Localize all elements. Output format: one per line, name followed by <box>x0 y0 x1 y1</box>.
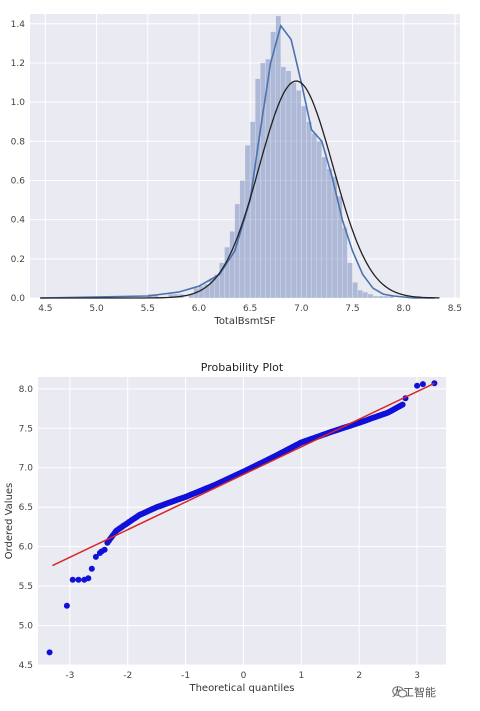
y-tick-label: 1.4 <box>11 20 26 30</box>
watermark: 人工智能 <box>392 682 436 702</box>
histogram-bar <box>383 295 389 299</box>
y-tick-label: 5.0 <box>19 622 34 632</box>
x-tick-label: 8.5 <box>448 304 462 314</box>
x-tick-label: 8.0 <box>397 304 412 314</box>
x-tick-label: 1 <box>298 671 304 681</box>
data-point <box>88 565 95 572</box>
histogram-bar <box>244 145 251 299</box>
y-tick-label: 6.0 <box>19 543 34 553</box>
data-point <box>419 381 426 388</box>
data-point <box>46 649 53 656</box>
data-point <box>75 576 82 583</box>
histogram-bar <box>239 180 246 299</box>
histogram-bar <box>367 293 374 299</box>
histogram-bar <box>224 246 230 299</box>
histogram-bar <box>306 121 312 299</box>
x-tick-label: 0 <box>241 671 247 681</box>
wechat-icon <box>392 686 408 698</box>
x-tick-label: -2 <box>123 671 132 681</box>
histogram-bar <box>255 78 261 299</box>
y-tick-label: 5.5 <box>19 582 33 592</box>
y-tick-label: 7.0 <box>19 464 34 474</box>
x-tick-label: 3 <box>414 671 420 681</box>
y-tick-label: 4.5 <box>19 661 33 671</box>
y-tick-label: 0.6 <box>11 176 26 186</box>
normal-fit-line <box>40 80 440 299</box>
histogram-chart: 4.5 5.0 5.5 6.0 6.5 7.0 7.5 8.0 8.5 0.0 0.2 0.4 0.6 0… <box>11 14 462 327</box>
x-tick-label: 2 <box>356 671 362 681</box>
x-tick-label: 5.0 <box>89 304 104 314</box>
y-tick-label: 1.0 <box>11 98 26 108</box>
data-point <box>63 602 70 609</box>
histogram-bar <box>296 90 302 299</box>
histogram-bar <box>270 31 276 299</box>
histogram-bar <box>377 295 384 299</box>
histogram-bar <box>249 121 256 299</box>
x-tick-label: 6.0 <box>192 304 207 314</box>
data-point <box>399 401 406 408</box>
chart-title: Probability Plot <box>201 361 284 374</box>
x-tick-label: 5.5 <box>141 304 155 314</box>
y-tick-label: 7.5 <box>19 424 33 434</box>
histogram-bar <box>280 66 287 299</box>
y-tick-label: 0.2 <box>11 255 25 265</box>
histogram-bar <box>301 105 307 299</box>
histogram-bar <box>326 168 333 299</box>
data-point <box>101 546 108 553</box>
x-tick-label: 4.5 <box>38 304 52 314</box>
data-point <box>92 553 99 560</box>
y-tick-label: 1.2 <box>11 59 25 69</box>
data-point <box>85 575 92 582</box>
y-tick-label: 0.4 <box>11 216 26 226</box>
histogram-bar <box>362 291 369 299</box>
probability-plot-chart: -3 -2 -1 0 1 2 3 4.5 5.0 5.5 6.0 6.5 7.0 7.5 8.0 Probab… <box>4 361 446 694</box>
x-axis-label: Theoretical quantiles <box>188 683 294 694</box>
histogram-bar <box>311 133 317 299</box>
histogram-bar <box>342 227 348 299</box>
data-point <box>414 382 421 389</box>
plot-area <box>38 377 446 665</box>
x-tick-label: -3 <box>65 671 74 681</box>
histogram-bar <box>316 141 322 299</box>
histogram-bar <box>198 286 205 299</box>
histogram-bar <box>357 290 363 299</box>
x-tick-label: 7.0 <box>294 304 309 314</box>
histogram-bar <box>321 156 328 299</box>
histogram-bar <box>275 15 281 299</box>
histogram-bar <box>229 231 235 299</box>
y-tick-label: 8.0 <box>19 385 34 395</box>
histogram-bar <box>347 262 353 299</box>
y-tick-label: 6.5 <box>19 503 33 513</box>
x-tick-label: 6.5 <box>243 304 257 314</box>
data-point <box>69 576 76 583</box>
histogram-bar <box>352 282 358 299</box>
x-tick-label: -1 <box>181 671 190 681</box>
y-tick-label: 0.8 <box>11 137 26 147</box>
x-tick-label: 7.5 <box>345 304 359 314</box>
fit-line <box>52 382 435 567</box>
x-axis-label: TotalBsmtSF <box>213 316 275 327</box>
y-tick-label: 0.0 <box>11 294 26 304</box>
histogram-bar <box>290 82 297 299</box>
histogram-bar <box>372 295 379 299</box>
histogram-bar <box>285 70 292 299</box>
y-axis-label: Ordered Values <box>4 483 15 560</box>
